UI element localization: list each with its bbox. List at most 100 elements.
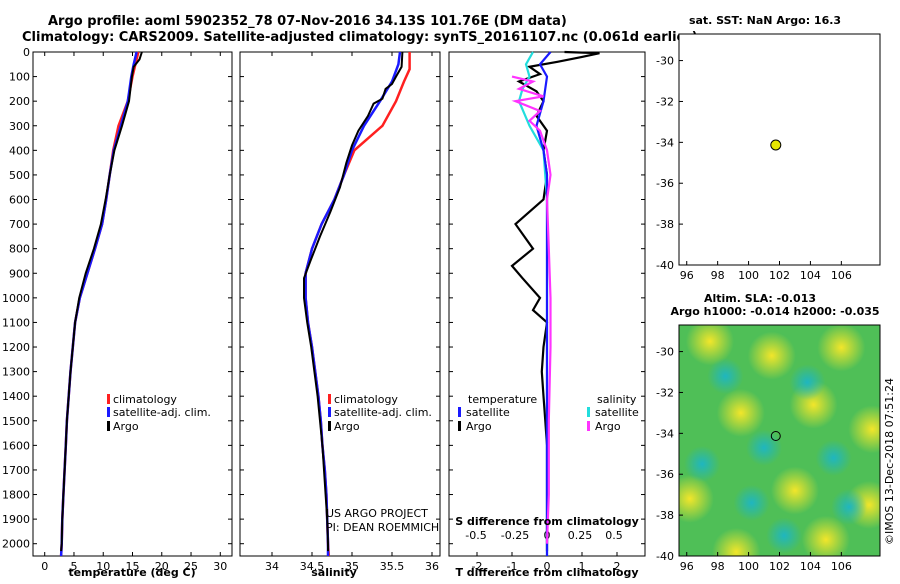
argo-location-marker [770,431,781,442]
lat-tick-label: -40 [656,550,674,563]
t-diff-tick-label: -2 [472,560,483,573]
lat-tick-label: -36 [656,177,674,190]
x-tick-label: 20 [155,560,169,573]
s-diff-tick-label: 0.25 [568,529,593,542]
series-satellite-adj-clim- [304,51,402,556]
legend-climatology: climatology [334,393,398,406]
series-climatology [304,52,411,557]
s-diff-tick-label: 0.5 [605,529,623,542]
lon-tick-label: 102 [769,269,790,282]
depth-tick-label: 100 [9,71,30,84]
depth-tick-label: 0 [23,46,30,59]
lat-tick-label: -32 [656,95,674,108]
sla-title-line2: Argo h1000: -0.014 h2000: -0.035 [670,305,879,318]
t-diff-tick-label: 1 [579,560,586,573]
legend-swatch-argo [328,421,331,431]
sla-low-blob [684,446,721,483]
lat-tick-label: -40 [656,259,674,272]
legend-t-argo: Argo [466,420,492,433]
sla-low-blob [707,358,744,395]
sla-low-blob [789,364,826,401]
sla-high-blob [817,325,866,372]
legend-swatch-satellite [107,407,110,417]
depth-tick-label: 400 [9,144,30,157]
difference-xlabel: T difference from climatology [455,566,638,579]
x-tick-label: 0 [41,560,48,573]
legend-climatology: climatology [113,393,177,406]
x-tick-label: 25 [184,560,198,573]
sla-high-blob [716,388,765,437]
temperature-xlabel: temperature (deg C) [68,566,195,579]
lon-tick-label: 106 [831,560,852,573]
x-tick-label: 5 [70,560,77,573]
temperature-legend: climatology satellite-adj. clim. Argo [107,393,211,433]
sla-high-blob [848,405,880,454]
sla-low-blob [733,484,770,521]
lat-tick-label: -38 [656,509,674,522]
t-diff-tick-label: -1 [507,560,518,573]
lon-tick-label: 98 [711,560,725,573]
lat-tick-label: -36 [656,468,674,481]
x-tick-label: 35.5 [380,560,405,573]
s-diff-tick-label: -0.5 [465,529,486,542]
salinity-xlabel: salinity [311,566,357,579]
difference-legend: temperature satellite Argo salinity sate… [458,393,639,433]
lat-tick-label: -34 [656,427,674,440]
legend-t-satellite: satellite [466,406,510,419]
s-diff-tick-label: -0.25 [501,529,529,542]
depth-tick-label: 1800 [2,489,30,502]
lon-tick-label: 96 [680,560,694,573]
legend-swatch-s-satellite [587,407,590,417]
lat-tick-label: -38 [656,218,674,231]
sla-high-blob [770,466,819,515]
legend-satellite: satellite-adj. clim. [113,406,211,419]
credit-project: US ARGO PROJECT [326,507,428,520]
x-tick-label: 15 [126,560,140,573]
depth-tick-label: 2000 [2,538,30,551]
x-tick-label: 34 [265,560,279,573]
lat-tick-label: -30 [656,55,674,68]
location-title: sat. SST: NaN Argo: 16.3 [689,14,841,27]
argo-location-marker [770,139,782,151]
t-diff-tick-label: 0 [544,560,551,573]
legend-swatch-t-argo [458,421,461,431]
lon-tick-label: 98 [711,269,725,282]
series-salinity-satellite [535,51,552,556]
sla-low-blob [815,439,852,476]
difference-top-label: S difference from climatology [455,515,639,528]
series-argo [303,51,404,552]
difference-plot: -2 -1 0 1 2-0.5 -0.25 0 0.25 0.5 [449,50,645,573]
sla-high-blob [801,515,850,556]
sla-high-blob [747,331,796,380]
legend-s-argo: Argo [595,420,621,433]
location-map: 96 98 100 102 104 106 -30 -32 -34 -36 -38 -40 [656,55,852,282]
x-tick-label: 35 [345,560,359,573]
sla-low-blob [766,517,803,554]
temperature-plot: 0100200300400500600700800900100011001200… [2,46,232,573]
depth-tick-label: 1600 [2,439,30,452]
salinity-plot: 34 34.5 35 35.5 36 [240,51,440,573]
depth-tick-label: 900 [9,267,30,280]
salinity-legend: climatology satellite-adj. clim. Argo [328,393,432,433]
lon-tick-label: 100 [738,560,759,573]
legend-swatch-argo [107,421,110,431]
legend-satellite: satellite-adj. clim. [334,406,432,419]
location-map-frame [678,33,881,266]
legend-temperature-title: temperature [468,393,537,406]
lon-tick-label: 96 [680,269,694,282]
depth-tick-label: 1100 [2,316,30,329]
depth-tick-label: 1300 [2,366,30,379]
t-diff-tick-label: 2 [614,560,621,573]
depth-tick-label: 1200 [2,341,30,354]
legend-swatch-s-argo [587,421,590,431]
lon-tick-label: 104 [800,269,821,282]
imos-watermark: ©IMOS 13-Dec-2018 07:51:24 [883,378,896,545]
figure-title-line1: Argo profile: aoml 5902352_78 07-Nov-201… [48,14,567,29]
lat-tick-label: -30 [656,346,674,359]
legend-argo: Argo [334,420,360,433]
figure-title-line2: Climatology: CARS2009. Satellite-adjuste… [22,30,698,45]
legend-swatch-climatology [328,394,331,404]
sla-map: 96 98 100 102 104 106 -30 -32 -34 -36 -38 -40 [656,324,881,573]
lat-tick-label: -34 [656,136,674,149]
